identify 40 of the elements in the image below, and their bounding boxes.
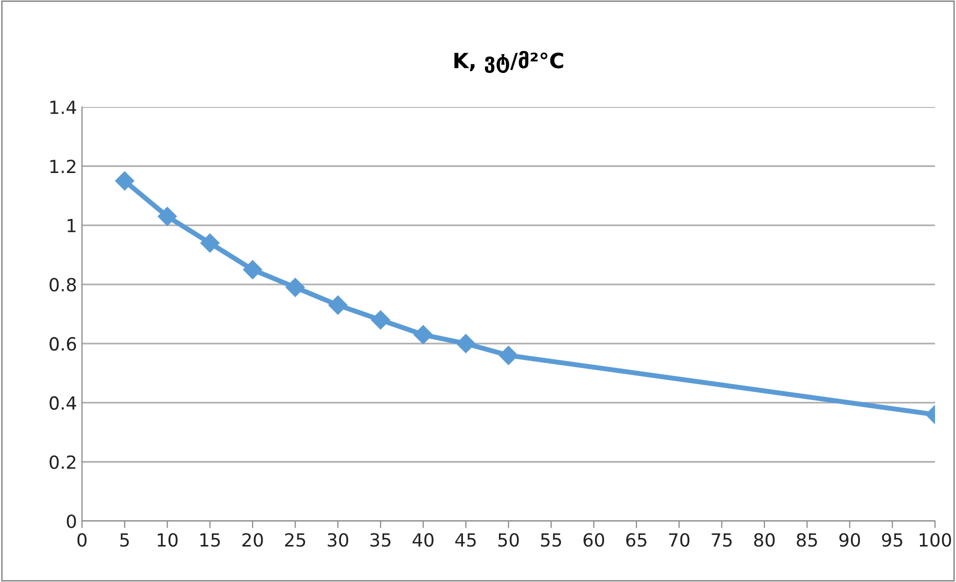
- point: [328, 296, 348, 315]
- point: [286, 278, 305, 297]
- point: [200, 233, 220, 253]
- x-tick-label: 85: [796, 533, 817, 547]
- point: [158, 206, 177, 226]
- x-tick-label: 80: [754, 533, 775, 547]
- x-tick-label: 25: [285, 533, 306, 547]
- y-tick-label: 1.2: [50, 160, 76, 174]
- x-tick-label: 55: [541, 533, 562, 547]
- y-tick-label: 0.4: [50, 396, 76, 410]
- x-tick-label: 10: [158, 533, 178, 547]
- x-tick-label: 50: [498, 533, 519, 547]
- x-tick-label: 15: [200, 533, 220, 547]
- x-tick-label: 40: [412, 533, 434, 547]
- x-tick-label: 20: [242, 533, 263, 547]
- x-tick-label: 5: [120, 533, 129, 547]
- y-tick-label: 1: [68, 218, 76, 232]
- x-tick-label: 95: [882, 533, 902, 547]
- chart-title: K, ვტ/მ²°C: [454, 50, 564, 73]
- y-tick-label: 0.6: [50, 337, 76, 351]
- x-tick-label: 60: [584, 533, 604, 547]
- point: [498, 346, 518, 365]
- point: [414, 325, 433, 344]
- point: [243, 260, 262, 280]
- x-tick-label: 90: [839, 533, 860, 547]
- y-tick-label: 1.4: [50, 100, 76, 114]
- x-tick-label: 70: [669, 533, 690, 547]
- x-tick-label: 45: [455, 533, 476, 547]
- point: [115, 171, 134, 190]
- x-tick-label: 0: [77, 533, 87, 547]
- y-tick-label: 0.8: [50, 278, 76, 292]
- point: [371, 310, 390, 330]
- y-tick-label: 0.2: [50, 455, 76, 469]
- x-tick-label: 65: [626, 533, 646, 547]
- x-tick-label: 30: [328, 533, 348, 547]
- x-tick-label: 75: [712, 533, 732, 547]
- x-tick-label: 100: [920, 533, 952, 547]
- point: [456, 334, 476, 354]
- y-tick-label: 0: [66, 514, 76, 528]
- x-tick-label: 35: [370, 533, 390, 547]
